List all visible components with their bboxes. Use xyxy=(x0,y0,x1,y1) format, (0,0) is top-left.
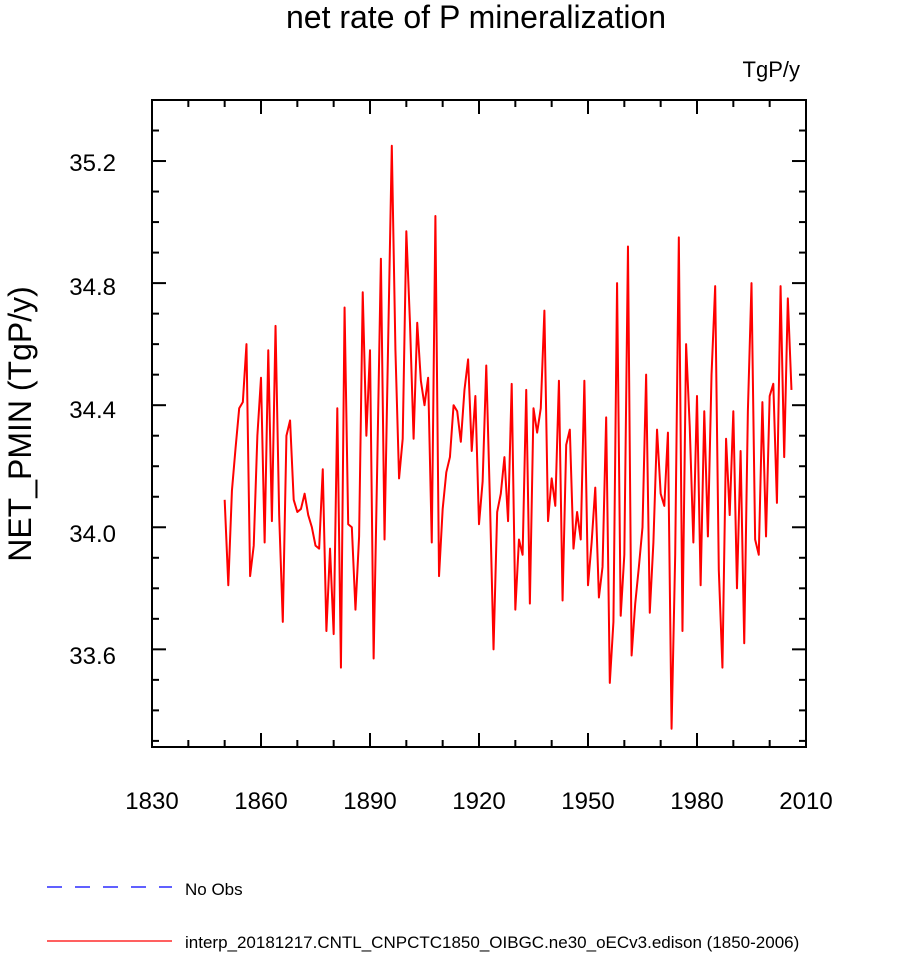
x-tick-label-1950: 1950 xyxy=(561,788,614,815)
y-tick-label-34.4: 34.4 xyxy=(69,397,116,424)
series-line xyxy=(223,144,793,730)
plot-frame xyxy=(151,99,807,748)
x-tick-label-1920: 1920 xyxy=(452,788,505,815)
x-tick-label-1890: 1890 xyxy=(343,788,396,815)
legend-label-model: interp_20181217.CNTL_CNPCTC1850_OIBGC.ne… xyxy=(185,933,799,952)
x-tick-label-2010: 2010 xyxy=(779,788,832,815)
y-tick-label-34.8: 34.8 xyxy=(69,274,116,301)
legend-label-no-obs: No Obs xyxy=(185,880,243,899)
x-tick-label-1830: 1830 xyxy=(125,788,178,815)
y-tick-label-34.0: 34.0 xyxy=(69,521,116,548)
y-tick-label-35.2: 35.2 xyxy=(69,150,116,177)
x-tick-label-1860: 1860 xyxy=(234,788,287,815)
units-label: TgP/y xyxy=(743,57,800,82)
axis-ticks xyxy=(151,99,807,747)
y-axis-label: NET_PMIN (TgP/y) xyxy=(2,286,38,562)
chart-title: net rate of P mineralization xyxy=(286,0,666,35)
x-tick-label-1980: 1980 xyxy=(670,788,723,815)
y-tick-label-33.6: 33.6 xyxy=(69,643,116,670)
